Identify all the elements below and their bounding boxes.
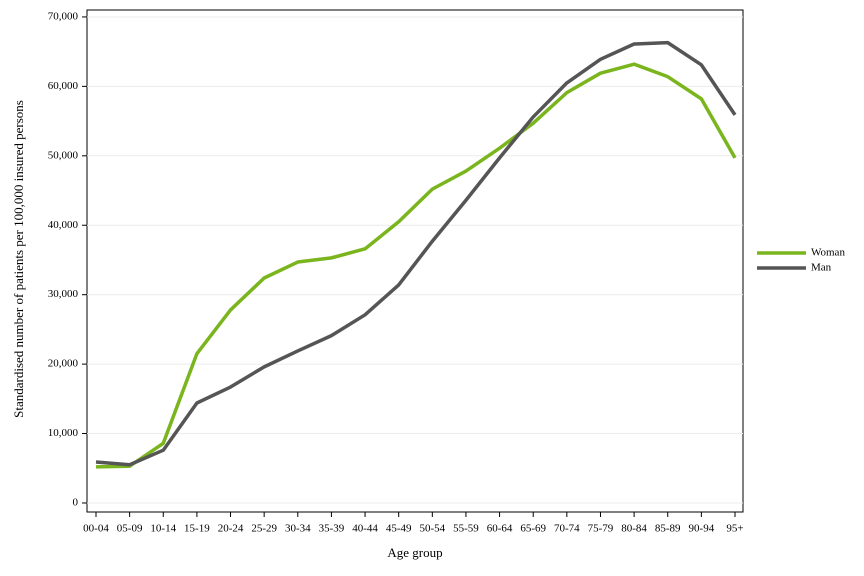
x-tick-label: 70-74: [554, 523, 580, 535]
x-tick-label: 30-34: [285, 523, 311, 535]
y-tick-label: 20,000: [48, 358, 79, 370]
x-tick-label: 65-69: [520, 523, 546, 535]
series-line: [95, 62, 737, 469]
x-tick-label: 75-79: [588, 523, 614, 535]
y-tick-label: 30,000: [48, 288, 79, 300]
y-axis-title: Standardised number of patients per 100,…: [11, 100, 26, 418]
y-tick-label: 0: [73, 497, 79, 509]
y-tick-label: 60,000: [48, 80, 79, 92]
x-tick-label: 80-84: [621, 523, 647, 535]
y-tick-label: 40,000: [48, 219, 79, 231]
x-axis-title: Age group: [387, 545, 442, 560]
x-tick-label: 45-49: [386, 523, 412, 535]
x-tick-label: 90-94: [689, 523, 715, 535]
x-tick-label: 20-24: [218, 523, 244, 535]
plot-frame: [86, 9, 744, 513]
y-tick-label: 10,000: [48, 427, 79, 439]
x-tick-label: 35-39: [319, 523, 345, 535]
x-tick-label: 15-19: [184, 523, 210, 535]
x-tick-label: 00-04: [83, 523, 109, 535]
x-tick-label: 85-89: [655, 523, 681, 535]
series-line: [95, 40, 737, 467]
x-tick-label: 40-44: [352, 523, 378, 535]
x-tick-label: 10-14: [150, 523, 176, 535]
x-tick-label: 05-09: [117, 523, 143, 535]
x-tick-label: 95+: [726, 523, 743, 535]
x-tick-label: 25-29: [251, 523, 277, 535]
x-tick-label: 55-59: [453, 523, 479, 535]
y-tick-label: 70,000: [48, 10, 79, 22]
legend-label: Woman: [811, 247, 845, 259]
x-tick-label: 60-64: [487, 523, 513, 535]
x-tick-label: 50-54: [419, 523, 445, 535]
legend-label: Man: [811, 262, 832, 274]
y-tick-label: 50,000: [48, 149, 79, 161]
